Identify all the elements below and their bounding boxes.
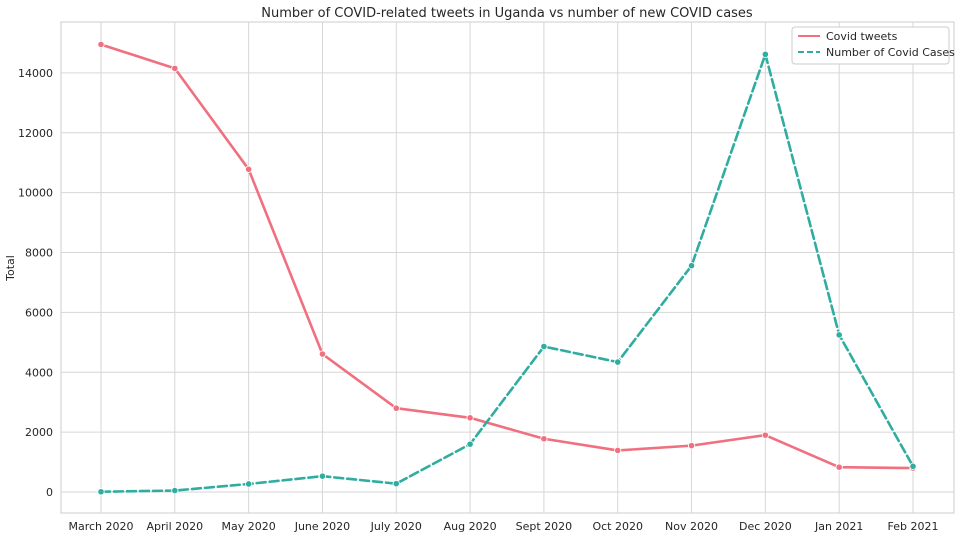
series-number-of-covid-cases bbox=[97, 50, 917, 496]
y-tick-label: 0 bbox=[46, 486, 53, 499]
data-point-covid-tweets bbox=[245, 165, 253, 173]
series-covid-tweets bbox=[97, 40, 917, 472]
data-point-covid-tweets bbox=[392, 404, 400, 412]
grid-lines bbox=[61, 22, 954, 513]
legend: Covid tweets Number of Covid Cases bbox=[791, 26, 955, 65]
data-point-covid-tweets bbox=[97, 40, 105, 49]
x-tick-label: April 2020 bbox=[146, 520, 203, 533]
data-point-number-of-covid-cases bbox=[687, 262, 696, 270]
x-tick-label: Jan 2021 bbox=[814, 520, 863, 533]
y-tick-label: 10000 bbox=[18, 187, 53, 200]
x-tick-label: June 2020 bbox=[294, 520, 350, 533]
plot-background bbox=[60, 21, 955, 514]
x-tick-label: March 2020 bbox=[68, 520, 133, 533]
data-point-number-of-covid-cases bbox=[909, 462, 917, 470]
x-tick-label: Dec 2020 bbox=[739, 520, 792, 533]
y-tick-label: 4000 bbox=[25, 366, 53, 379]
series-layer bbox=[97, 40, 917, 496]
chart-title: Number of COVID-related tweets in Uganda… bbox=[261, 6, 753, 21]
data-point-number-of-covid-cases bbox=[245, 480, 253, 488]
data-point-covid-tweets bbox=[466, 414, 474, 422]
data-point-number-of-covid-cases bbox=[835, 331, 843, 339]
data-point-covid-tweets bbox=[540, 435, 548, 443]
data-point-covid-tweets bbox=[761, 431, 769, 439]
data-point-number-of-covid-cases bbox=[318, 472, 327, 480]
legend-label-covid-tweets: Covid tweets bbox=[826, 30, 898, 43]
data-point-covid-tweets bbox=[835, 463, 843, 471]
y-tick-label: 14000 bbox=[18, 67, 53, 80]
x-tick-label: Sept 2020 bbox=[516, 520, 573, 533]
x-tick-label: May 2020 bbox=[222, 520, 276, 533]
data-point-number-of-covid-cases bbox=[392, 480, 400, 488]
data-point-covid-tweets bbox=[687, 442, 696, 450]
y-axis-ticks: 0 2000 4000 6000 8000 10000 12000 14000 bbox=[18, 67, 53, 499]
data-point-covid-tweets bbox=[171, 64, 179, 73]
legend-label-covid-cases: Number of Covid Cases bbox=[826, 46, 955, 59]
series-line-covid-tweets bbox=[99, 43, 915, 470]
series-line-number-of-covid-cases bbox=[99, 53, 915, 494]
x-tick-label: Nov 2020 bbox=[665, 520, 718, 533]
y-tick-label: 6000 bbox=[25, 306, 53, 319]
y-tick-label: 12000 bbox=[18, 127, 53, 140]
x-tick-label: Feb 2021 bbox=[888, 520, 939, 533]
y-axis-label: Total bbox=[4, 255, 17, 282]
data-point-number-of-covid-cases bbox=[614, 358, 622, 366]
data-point-number-of-covid-cases bbox=[540, 342, 548, 351]
x-tick-label: Aug 2020 bbox=[444, 520, 497, 533]
x-axis-ticks: March 2020 April 2020 May 2020 June 2020 Jul… bbox=[68, 520, 938, 533]
data-point-number-of-covid-cases bbox=[761, 50, 769, 58]
y-tick-label: 8000 bbox=[25, 247, 53, 260]
data-point-number-of-covid-cases bbox=[97, 488, 105, 496]
x-tick-label: July 2020 bbox=[370, 520, 422, 533]
y-tick-label: 2000 bbox=[25, 426, 53, 439]
legend-box bbox=[791, 26, 950, 65]
data-point-covid-tweets bbox=[318, 350, 327, 358]
x-tick-label: Oct 2020 bbox=[592, 520, 643, 533]
data-point-number-of-covid-cases bbox=[171, 486, 179, 495]
data-point-covid-tweets bbox=[614, 446, 622, 455]
data-point-number-of-covid-cases bbox=[466, 440, 474, 448]
